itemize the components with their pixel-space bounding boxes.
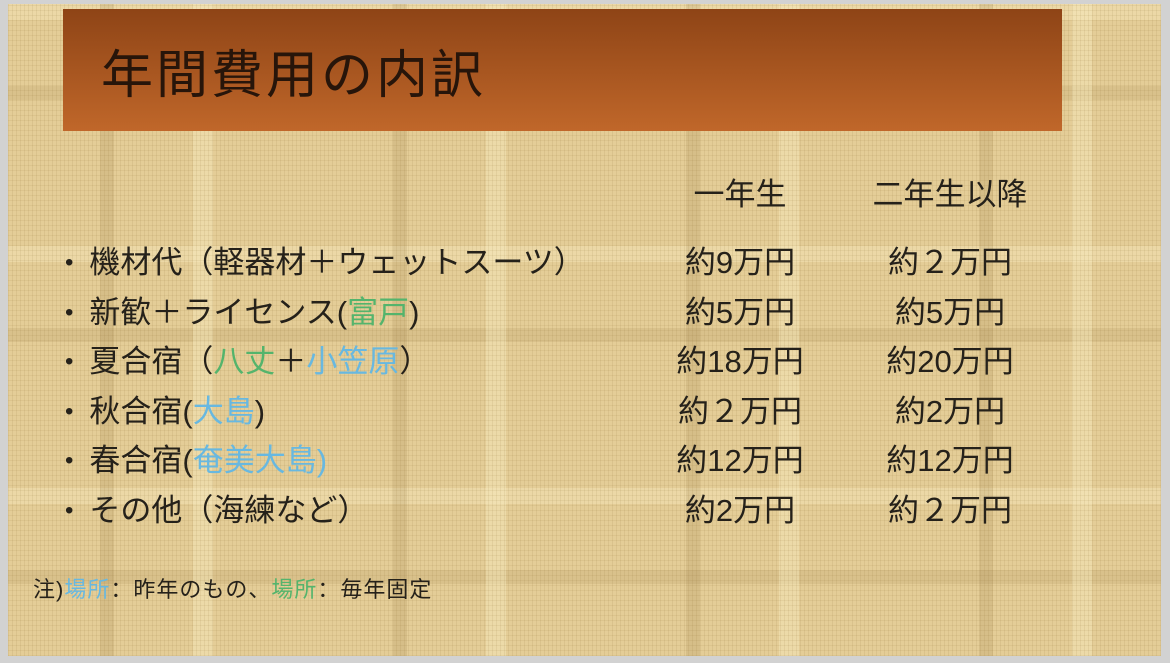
item-text-segment: 夏合宿（ (89, 344, 214, 380)
row-year1-value: 約9万円 (684, 245, 796, 281)
presentation-slide: 年間費用の内訳 一年生 二年生以降 • 機材代（軽器材＋ウェットスーツ） 約9万円約… (8, 4, 1161, 656)
row-item-label: • 機材代（軽器材＋ウェットスーツ） (65, 237, 635, 282)
footnote-segment: ：毎年固定 (317, 577, 433, 602)
item-text-segment: 奄美大島) (192, 443, 328, 479)
table-row: • その他（海練など） 約2万円 約２万円 (65, 483, 1055, 533)
table-row: • 秋合宿(大島) 約２万円 約2万円 (65, 384, 1055, 434)
table-row: • 機材代（軽器材＋ウェットスーツ） 約9万円 約２万円 (65, 235, 1055, 285)
item-text-segment: 春合宿( (89, 443, 193, 479)
bullet-marker: • (65, 348, 74, 376)
footnote-segment: ：昨年のもの、 (110, 577, 272, 602)
footnote: 注)場所：昨年のもの、場所：毎年固定 (33, 572, 432, 604)
table-row: • 新歓＋ライセンス(富戸) 約5万円 約5万円 (65, 285, 1055, 335)
row-year2-value: 約2万円 (894, 393, 1006, 429)
row-item-label: • 春合宿(奄美大島) (65, 435, 635, 480)
title-banner: 年間費用の内訳 (63, 9, 1062, 131)
bullet-marker: • (65, 397, 74, 425)
row-year1-value: 約２万円 (678, 393, 802, 429)
row-year1-value: 約18万円 (676, 344, 804, 380)
item-text-segment: その他（海練など） (89, 492, 369, 528)
row-year1-value: 約2万円 (684, 492, 796, 528)
row-year2-value: 約２万円 (888, 492, 1012, 528)
bullet-marker: • (65, 496, 74, 524)
row-year2-value: 約5万円 (894, 294, 1006, 330)
item-text-segment: 小笠原 (306, 344, 400, 380)
bullet-marker: • (65, 447, 74, 475)
column-headers: 一年生 二年生以降 (65, 169, 1055, 213)
item-text-segment: 八丈 (213, 344, 276, 380)
cost-rows: • 機材代（軽器材＋ウェットスーツ） 約9万円 約２万円 • 新歓＋ライセンス(富戸) 約5… (65, 235, 1055, 532)
row-year1-value: 約12万円 (676, 443, 804, 479)
row-item-label: • その他（海練など） (65, 485, 635, 530)
item-text-segment: 新歓＋ライセンス( (89, 294, 348, 330)
column-header-year2: 二年生以降 (872, 177, 1028, 212)
row-year1-value: 約5万円 (684, 294, 796, 330)
table-row: • 夏合宿（八丈＋小笠原） 約18万円 約20万円 (65, 334, 1055, 384)
item-text-segment: 大島 (192, 393, 255, 429)
bullet-marker: • (65, 249, 74, 277)
footnote-segment: 注) (33, 577, 65, 602)
item-text-segment: 富戸 (347, 294, 410, 330)
table-row: • 春合宿(奄美大島) 約12万円 約12万円 (65, 433, 1055, 483)
row-year2-value: 約20万円 (886, 344, 1014, 380)
item-text-segment: ） (399, 344, 431, 380)
row-year2-value: 約12万円 (886, 443, 1014, 479)
row-item-label: • 秋合宿(大島) (65, 386, 635, 431)
item-text-segment: ＋ (275, 344, 307, 380)
item-text-segment: 秋合宿( (89, 393, 193, 429)
column-header-year1: 一年生 (693, 177, 787, 212)
item-text-segment: ) (254, 393, 266, 429)
item-text-segment: 機材代（軽器材＋ウェットスーツ） (89, 245, 585, 281)
footnote-segment: 場所 (271, 577, 318, 602)
slide-title: 年間費用の内訳 (101, 46, 487, 105)
bullet-marker: • (65, 298, 74, 326)
item-text-segment: ) (409, 294, 420, 330)
footnote-segment: 場所 (64, 577, 111, 602)
row-year2-value: 約２万円 (888, 245, 1012, 281)
row-item-label: • 新歓＋ライセンス(富戸) (65, 287, 635, 332)
row-item-label: • 夏合宿（八丈＋小笠原） (65, 336, 635, 381)
